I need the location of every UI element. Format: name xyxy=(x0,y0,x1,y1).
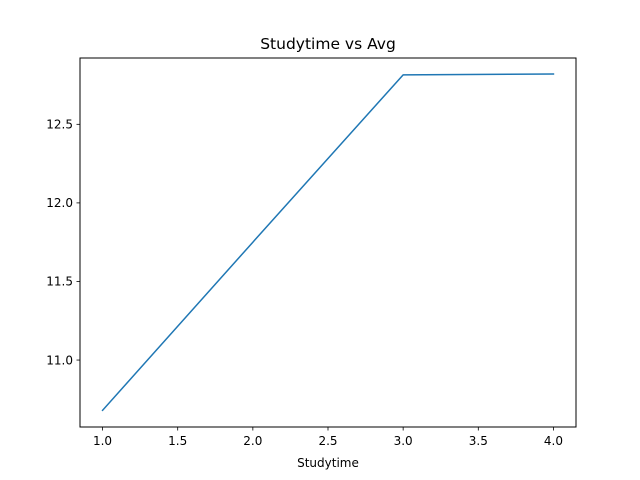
x-tick-label: 1.5 xyxy=(168,434,187,448)
y-tick-label: 12.5 xyxy=(46,118,73,132)
y-axis-ticks: 11.0 11.5 12.0 12.5 xyxy=(46,118,80,367)
x-tick-label: 2.5 xyxy=(318,434,337,448)
x-tick-label: 4.0 xyxy=(544,434,563,448)
x-tick-label: 1.0 xyxy=(93,434,112,448)
y-tick-label: 12.0 xyxy=(46,196,73,210)
x-axis-label: Studytime xyxy=(297,456,359,470)
chart-title: Studytime vs Avg xyxy=(260,35,396,53)
axes-frame xyxy=(79,57,577,428)
y-tick-label: 11.0 xyxy=(46,353,73,367)
x-tick-label: 3.0 xyxy=(394,434,413,448)
series-line-0 xyxy=(101,73,555,412)
x-tick-label: 3.5 xyxy=(469,434,488,448)
x-tick-label: 2.0 xyxy=(243,434,262,448)
series-layer xyxy=(101,73,555,412)
x-axis-ticks: 1.0 1.5 2.0 2.5 3.0 3.5 4.0 xyxy=(93,427,563,448)
y-tick-label: 11.5 xyxy=(46,275,73,289)
